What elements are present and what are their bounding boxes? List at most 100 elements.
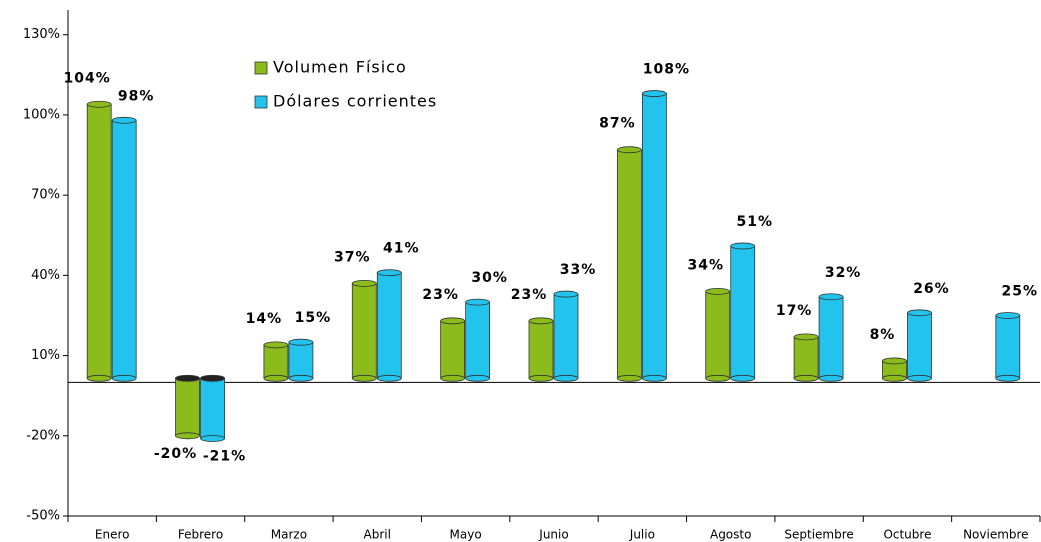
- legend-swatch: [254, 95, 268, 109]
- bar-cap: [440, 317, 466, 325]
- bar-cap: [200, 374, 225, 382]
- bar-base: [175, 432, 200, 440]
- bar: [200, 377, 225, 439]
- bar: [440, 320, 466, 379]
- bar-base: [641, 374, 667, 382]
- value-label: -21%: [203, 448, 246, 464]
- x-tick-label: Marzo: [271, 528, 307, 542]
- bar-base: [288, 374, 314, 382]
- bar-cap: [465, 298, 491, 306]
- bar-cap: [641, 90, 667, 97]
- bar-base: [200, 435, 225, 442]
- value-label: 23%: [511, 287, 548, 303]
- value-label: 32%: [825, 265, 862, 281]
- bar-base: [111, 374, 137, 382]
- bar-base: [705, 374, 731, 382]
- value-label: 23%: [422, 287, 459, 303]
- value-label: -20%: [154, 446, 197, 462]
- bar: [86, 103, 112, 379]
- legend-label: Dólares corrientes: [273, 92, 437, 111]
- bar-cap: [553, 290, 579, 298]
- x-tick-label: Mayo: [450, 528, 482, 542]
- bar: [907, 312, 932, 379]
- bar-cap: [263, 341, 289, 349]
- value-label: 37%: [334, 249, 371, 265]
- bar: [730, 245, 756, 379]
- bar-base: [465, 374, 491, 382]
- bar-cap: [86, 100, 112, 108]
- bar-cap: [882, 357, 907, 365]
- bar: [111, 119, 137, 379]
- bar: [705, 291, 731, 379]
- value-label: 26%: [913, 281, 950, 297]
- y-tick-label: 100%: [23, 107, 60, 122]
- value-label: 51%: [736, 214, 773, 230]
- y-tick-label: 70%: [31, 188, 60, 203]
- x-tick-label: Julio: [629, 528, 655, 542]
- value-label: 25%: [1002, 283, 1039, 299]
- bar-base: [730, 374, 756, 382]
- bar-base: [86, 374, 112, 382]
- x-tick-label: Agosto: [710, 528, 751, 542]
- bar-base: [793, 374, 819, 382]
- bar-cap: [818, 293, 844, 301]
- bar-cap: [793, 333, 819, 341]
- bar: [528, 320, 554, 379]
- bar: [351, 282, 377, 379]
- bar-base: [553, 374, 579, 382]
- y-tick-label: -20%: [26, 428, 60, 443]
- bar: [641, 93, 667, 379]
- bar-base: [376, 374, 402, 382]
- bar: [818, 296, 844, 379]
- bar-cap: [730, 242, 756, 250]
- x-tick-label: Octubre: [883, 528, 931, 542]
- y-tick-label: -50%: [26, 509, 60, 524]
- x-tick-label: Abril: [364, 528, 391, 542]
- x-tick-label: Noviembre: [963, 528, 1029, 542]
- bar-cap: [351, 279, 377, 287]
- bar: [376, 272, 402, 379]
- bar-cap: [111, 116, 137, 124]
- bar-base: [818, 374, 844, 382]
- bar-cap: [616, 146, 642, 154]
- value-label: 34%: [687, 257, 724, 273]
- value-label: 30%: [471, 270, 508, 286]
- bar-cap: [376, 269, 402, 277]
- legend-label: Volumen Físico: [273, 58, 407, 77]
- value-label: 8%: [870, 327, 896, 343]
- bar-base: [882, 374, 907, 382]
- value-label: 108%: [643, 62, 690, 78]
- bar-cap: [705, 288, 731, 295]
- bar-cap: [175, 374, 200, 382]
- bar-base: [616, 374, 642, 382]
- y-tick-label: 40%: [31, 268, 60, 283]
- bar-base: [907, 374, 932, 382]
- value-label: 87%: [599, 116, 636, 132]
- value-label: 33%: [560, 262, 597, 278]
- value-label: 41%: [383, 241, 420, 257]
- bar-cap: [288, 338, 314, 346]
- bar: [995, 315, 1021, 379]
- y-tick-label: 130%: [23, 27, 60, 42]
- bar-cap: [995, 312, 1021, 319]
- bar: [616, 149, 642, 379]
- x-tick-label: Septiembre: [784, 528, 853, 542]
- value-label: 98%: [118, 88, 155, 104]
- bar: [465, 301, 491, 379]
- value-label: 15%: [295, 310, 332, 326]
- bar: [263, 344, 289, 379]
- bar-cap: [907, 309, 932, 317]
- bar: [288, 341, 314, 379]
- value-label: 14%: [246, 311, 283, 327]
- bar: [175, 377, 200, 437]
- bar-base: [528, 374, 554, 382]
- bar: [793, 336, 819, 379]
- bar-base: [351, 374, 377, 382]
- x-tick-label: Junio: [538, 528, 568, 542]
- bar-cap: [528, 317, 554, 325]
- bar-base: [995, 374, 1021, 382]
- y-tick-label: 10%: [31, 348, 60, 363]
- legend-swatch: [254, 61, 268, 75]
- x-tick-label: Febrero: [178, 528, 223, 542]
